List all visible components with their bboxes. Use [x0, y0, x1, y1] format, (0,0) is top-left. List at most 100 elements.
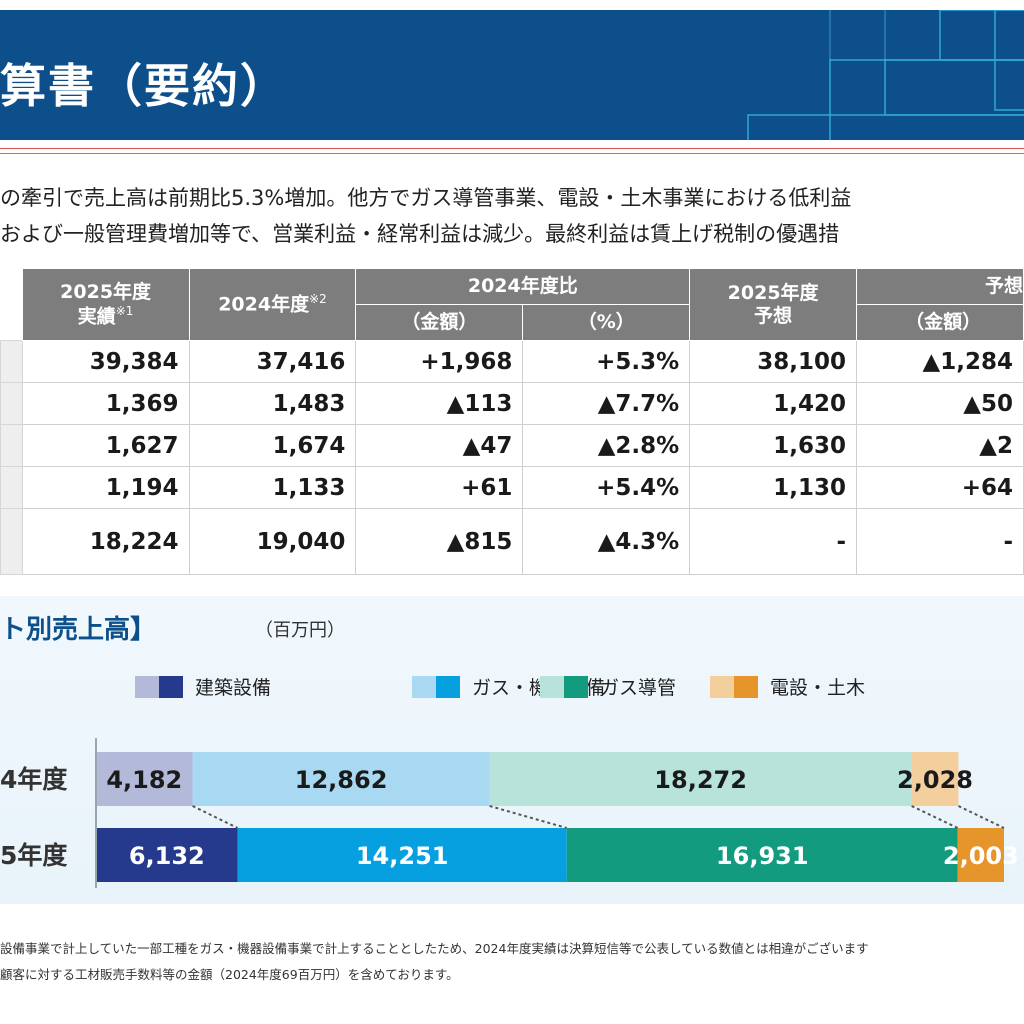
legend-swatch-light	[540, 676, 564, 698]
col-header-fy2025-actual: 2025年度 実績※1	[21, 268, 190, 341]
cell-fy2025: 39,384	[21, 340, 190, 383]
bar-value-label: 16,931	[716, 842, 809, 870]
col-header-fy2024: 2024年度※2	[188, 268, 357, 341]
header-banner: 算書（要約）	[0, 10, 1024, 140]
col-header-vs2024: 2024年度比	[355, 268, 691, 305]
cell-pct: ▲4.3%	[522, 508, 691, 575]
cell-pct: ▲7.7%	[522, 382, 691, 425]
category-label: 5年度	[0, 841, 67, 870]
bar-segment	[957, 828, 1004, 882]
cell-diff: +61	[355, 466, 524, 509]
cell-pct: +5.3%	[522, 340, 691, 383]
bar-value-label: 6,132	[129, 842, 205, 870]
cell-fy2025: 1,369	[21, 382, 190, 425]
legend-swatch-dark	[436, 676, 460, 698]
intro-line-1: の牽引で売上高は前期比5.3%増加。他方でガス導管事業、電設・土木事業における低…	[0, 186, 852, 210]
col-header-forecast-cmp-label: 予想	[984, 275, 1023, 298]
cell-diff: ▲47	[355, 424, 524, 467]
table-row: 39,384 37,416 +1,968 +5.3% 38,100 ▲1,284	[0, 340, 1024, 383]
bar-segment	[192, 752, 490, 806]
cell-forecast-diff: ▲2	[856, 424, 1024, 467]
connector-line	[911, 805, 959, 829]
connector-line	[489, 805, 568, 829]
bar-value-label: 14,251	[356, 842, 449, 870]
cell-forecast: 1,420	[689, 382, 858, 425]
legend-swatch-light	[135, 676, 159, 698]
chart-bars: 4,182 12,862 18,272 2,028 6,132 14,251 16,931 2…	[96, 752, 1019, 882]
cell-fy2024: 1,133	[188, 466, 357, 509]
col-header-fy2025-actual-line2: 実績	[77, 305, 116, 328]
bar-value-label: 2,003	[943, 842, 1019, 870]
bar-segment	[911, 752, 959, 806]
legend-swatch-light	[412, 676, 436, 698]
col-header-percent: （%）	[522, 304, 691, 341]
category-label: 4年度	[0, 765, 67, 794]
row-stub	[0, 424, 23, 467]
col-header-fy2025-forecast: 2025年度 予想	[689, 268, 858, 341]
cell-forecast-diff: +64	[856, 466, 1024, 509]
footnote-1: 設備事業で計上していた一部工種をガス・機器設備事業で計上することとしたため、20…	[0, 941, 869, 956]
cell-fy2024: 19,040	[188, 508, 357, 575]
col-header-fy2025-forecast-line2: 予想	[754, 304, 793, 327]
bar-segment	[96, 828, 238, 882]
cell-fy2025: 18,224	[21, 508, 190, 575]
cell-fy2024: 37,416	[188, 340, 357, 383]
segment-chart-title: ト別売上高】	[0, 614, 156, 645]
col-header-forecast-amount: （金額）	[856, 304, 1024, 341]
bar-value-label: 18,272	[654, 766, 747, 794]
legend-swatch-dark	[159, 676, 183, 698]
col-header-forecast-cmp: 予想	[856, 268, 1024, 305]
cell-pct: ▲2.8%	[522, 424, 691, 467]
table-row: 1,369 1,483 ▲113 ▲7.7% 1,420 ▲50	[0, 382, 1024, 425]
connector-line	[958, 805, 1005, 829]
chart-connectors	[192, 805, 1005, 829]
legend-swatch-light	[710, 676, 734, 698]
segment-chart-unit: （百万円）	[255, 620, 345, 641]
note-mark-1: ※1	[115, 303, 134, 318]
cell-forecast-diff: ▲1,284	[856, 340, 1024, 383]
row-stub	[0, 508, 23, 575]
table-stub-header	[0, 268, 23, 341]
row-stub	[0, 340, 23, 383]
rule-green	[0, 153, 1024, 154]
rule-red	[0, 148, 1024, 149]
bar-value-label: 12,862	[295, 766, 388, 794]
header-decoration	[747, 10, 1024, 140]
row-stub	[0, 382, 23, 425]
cell-fy2024: 1,674	[188, 424, 357, 467]
cell-forecast: 1,630	[689, 424, 858, 467]
table-row: 1,194 1,133 +61 +5.4% 1,130 +64	[0, 466, 1024, 509]
cell-fy2025: 1,194	[21, 466, 190, 509]
intro-line-2: および一般管理費増加等で、営業利益・経常利益は減少。最終利益は賃上げ税制の優遇措	[0, 222, 840, 246]
cell-diff: ▲815	[355, 508, 524, 575]
segment-chart-panel: ト別売上高】 （百万円） 建築設備 ガス・機器設備 ガス導管 電設・土木 4年度 5年度…	[0, 596, 1024, 904]
chart-category-labels: 4年度 5年度	[0, 765, 67, 870]
col-header-fy2025-forecast-line1: 2025年度	[727, 281, 819, 304]
table-row: 1,627 1,674 ▲47 ▲2.8% 1,630 ▲2	[0, 424, 1024, 467]
cell-fy2025: 1,627	[21, 424, 190, 467]
cell-forecast: 1,130	[689, 466, 858, 509]
cell-fy2024: 1,483	[188, 382, 357, 425]
bar-value-label: 4,182	[106, 766, 182, 794]
table-row: 18,224 19,040 ▲815 ▲4.3% - -	[0, 508, 1024, 575]
legend-swatch-dark	[564, 676, 588, 698]
bar-value-label: 2,028	[897, 766, 973, 794]
footnotes: 設備事業で計上していた一部工種をガス・機器設備事業で計上することとしたため、20…	[0, 936, 1024, 988]
connector-line	[192, 805, 239, 829]
bar-segment	[566, 828, 958, 882]
col-header-fy2024-label: 2024年度	[218, 293, 310, 316]
cell-forecast: 38,100	[689, 340, 858, 383]
cell-forecast-diff: -	[856, 508, 1024, 575]
legend-label: ガス導管	[600, 677, 676, 699]
row-stub	[0, 466, 23, 509]
cell-diff: +1,968	[355, 340, 524, 383]
col-header-fy2025-actual-line1: 2025年度	[60, 281, 152, 304]
col-header-amount: （金額）	[355, 304, 524, 341]
legend-label: 電設・土木	[770, 677, 865, 699]
summary-table: 2025年度 実績※1 2024年度※2 2024年度比 2025年度 予想 予…	[0, 268, 1024, 575]
legend-swatch-dark	[734, 676, 758, 698]
cell-forecast: -	[689, 508, 858, 575]
note-mark-2: ※2	[309, 292, 327, 307]
cell-pct: +5.4%	[522, 466, 691, 509]
